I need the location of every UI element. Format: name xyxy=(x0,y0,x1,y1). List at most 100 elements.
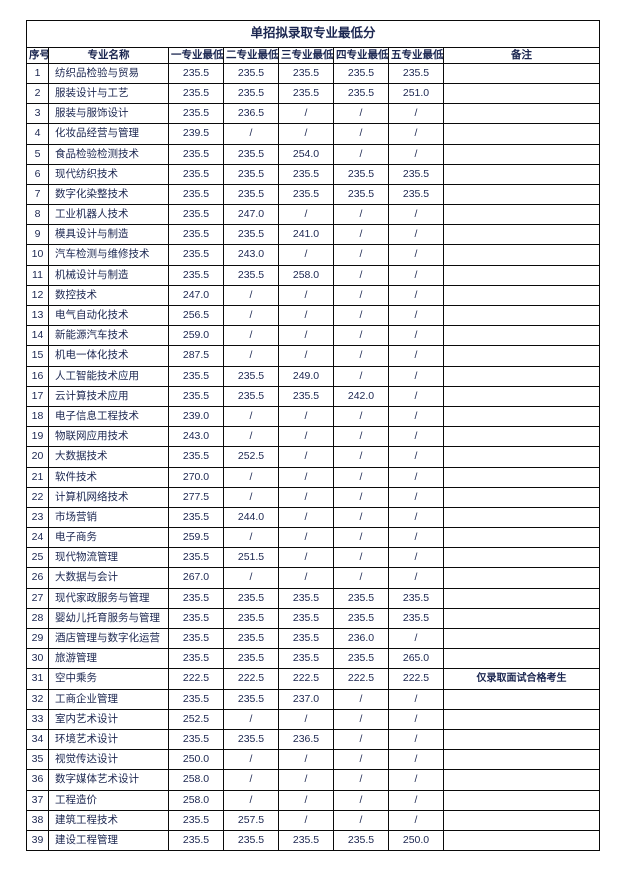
cell-score-5: / xyxy=(389,709,444,729)
cell-index: 5 xyxy=(27,144,49,164)
cell-score-1: 235.5 xyxy=(169,447,224,467)
cell-score-3: 222.5 xyxy=(279,669,334,689)
cell-index: 36 xyxy=(27,770,49,790)
cell-score-1: 235.5 xyxy=(169,205,224,225)
cell-score-3: 235.5 xyxy=(279,63,334,83)
cell-score-1: 235.5 xyxy=(169,629,224,649)
cell-score-3: 241.0 xyxy=(279,225,334,245)
cell-score-2: 247.0 xyxy=(224,205,279,225)
cell-score-3: / xyxy=(279,104,334,124)
cell-score-1: 235.5 xyxy=(169,63,224,83)
cell-score-3: 235.5 xyxy=(279,629,334,649)
cell-score-2: / xyxy=(224,306,279,326)
cell-score-1: 270.0 xyxy=(169,467,224,487)
cell-major-name: 环境艺术设计 xyxy=(49,729,169,749)
cell-note xyxy=(444,104,600,124)
cell-major-name: 室内艺术设计 xyxy=(49,709,169,729)
cell-score-5: / xyxy=(389,548,444,568)
cell-score-5: / xyxy=(389,729,444,749)
cell-index: 16 xyxy=(27,366,49,386)
cell-index: 19 xyxy=(27,427,49,447)
cell-score-4: 235.5 xyxy=(334,830,389,850)
cell-score-3: / xyxy=(279,427,334,447)
cell-note xyxy=(444,144,600,164)
cell-score-3: / xyxy=(279,447,334,467)
cell-score-2: 235.5 xyxy=(224,608,279,628)
cell-score-3: / xyxy=(279,346,334,366)
cell-score-4: / xyxy=(334,507,389,527)
cell-score-2: / xyxy=(224,487,279,507)
cell-score-3: 235.5 xyxy=(279,649,334,669)
cell-score-3: 235.5 xyxy=(279,386,334,406)
cell-score-1: 235.5 xyxy=(169,608,224,628)
cell-major-name: 建设工程管理 xyxy=(49,830,169,850)
cell-score-3: / xyxy=(279,507,334,527)
cell-score-2: 235.5 xyxy=(224,689,279,709)
cell-score-1: 252.5 xyxy=(169,709,224,729)
cell-note xyxy=(444,164,600,184)
cell-major-name: 现代家政服务与管理 xyxy=(49,588,169,608)
cell-score-2: 244.0 xyxy=(224,507,279,527)
cell-index: 2 xyxy=(27,83,49,103)
col-header-name: 专业名称 xyxy=(49,47,169,63)
cell-index: 18 xyxy=(27,406,49,426)
cell-note xyxy=(444,830,600,850)
cell-score-3: 258.0 xyxy=(279,265,334,285)
cell-score-3: / xyxy=(279,770,334,790)
cell-score-4: / xyxy=(334,810,389,830)
cell-note xyxy=(444,548,600,568)
cell-index: 29 xyxy=(27,629,49,649)
cell-score-2: 235.5 xyxy=(224,649,279,669)
cell-score-1: 222.5 xyxy=(169,669,224,689)
cell-major-name: 电气自动化技术 xyxy=(49,306,169,326)
cell-major-name: 食品检验检测技术 xyxy=(49,144,169,164)
table-row: 4化妆品经营与管理239.5//// xyxy=(27,124,600,144)
cell-score-4: / xyxy=(334,528,389,548)
cell-score-3: / xyxy=(279,548,334,568)
cell-score-3: / xyxy=(279,306,334,326)
cell-index: 34 xyxy=(27,729,49,749)
table-row: 14新能源汽车技术259.0//// xyxy=(27,326,600,346)
cell-score-4: / xyxy=(334,709,389,729)
cell-major-name: 空中乘务 xyxy=(49,669,169,689)
cell-score-4: / xyxy=(334,144,389,164)
cell-score-2: 235.5 xyxy=(224,588,279,608)
cell-score-4: / xyxy=(334,406,389,426)
cell-score-4: 235.5 xyxy=(334,184,389,204)
cell-score-1: 235.5 xyxy=(169,830,224,850)
cell-score-1: 235.5 xyxy=(169,810,224,830)
cell-score-2: / xyxy=(224,427,279,447)
cell-major-name: 市场营销 xyxy=(49,507,169,527)
table-row: 10汽车检测与维修技术235.5243.0/// xyxy=(27,245,600,265)
cell-index: 21 xyxy=(27,467,49,487)
cell-score-1: 235.5 xyxy=(169,184,224,204)
cell-score-1: 239.0 xyxy=(169,406,224,426)
cell-score-5: / xyxy=(389,447,444,467)
cell-score-5: / xyxy=(389,104,444,124)
table-row: 19物联网应用技术243.0//// xyxy=(27,427,600,447)
cell-score-4: / xyxy=(334,326,389,346)
table-row: 18电子信息工程技术239.0//// xyxy=(27,406,600,426)
cell-score-1: 235.5 xyxy=(169,164,224,184)
cell-score-5: / xyxy=(389,225,444,245)
cell-score-1: 250.0 xyxy=(169,750,224,770)
cell-score-2: 235.5 xyxy=(224,386,279,406)
table-row: 26大数据与会计267.0//// xyxy=(27,568,600,588)
table-body: 1纺织品检验与贸易235.5235.5235.5235.5235.52服装设计与… xyxy=(27,63,600,850)
cell-score-2: 235.5 xyxy=(224,225,279,245)
cell-score-4: 235.5 xyxy=(334,63,389,83)
cell-score-5: / xyxy=(389,245,444,265)
cell-score-3: / xyxy=(279,487,334,507)
cell-score-2: 235.5 xyxy=(224,184,279,204)
cell-score-5: / xyxy=(389,770,444,790)
cell-score-3: 254.0 xyxy=(279,144,334,164)
cell-score-5: 235.5 xyxy=(389,63,444,83)
cell-index: 3 xyxy=(27,104,49,124)
cell-note xyxy=(444,629,600,649)
cell-score-5: / xyxy=(389,366,444,386)
cell-score-2: / xyxy=(224,790,279,810)
cell-index: 13 xyxy=(27,306,49,326)
col-header-score2: 二专业最低录取分 xyxy=(224,47,279,63)
cell-score-2: 251.5 xyxy=(224,548,279,568)
cell-note xyxy=(444,83,600,103)
